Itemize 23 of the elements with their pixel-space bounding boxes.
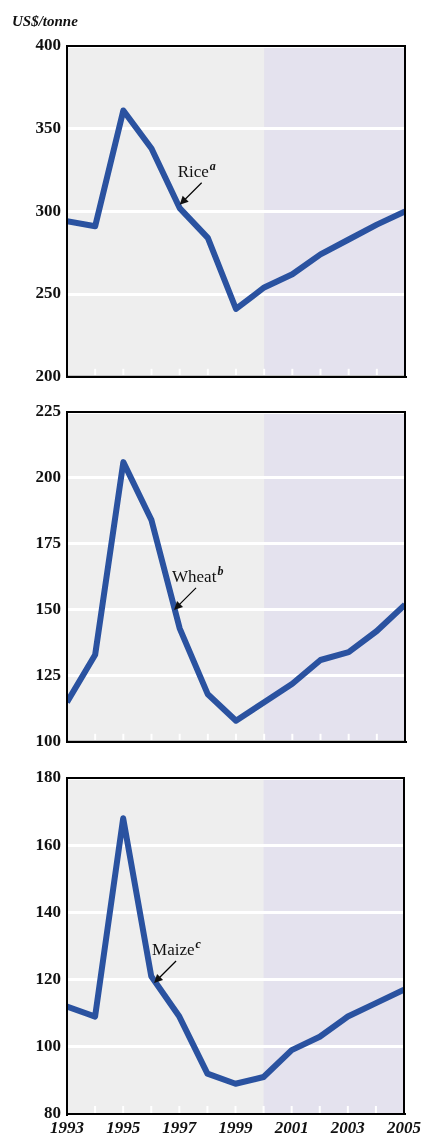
y-tick-label: 200	[35, 467, 61, 487]
y-tick-label: 100	[35, 1036, 61, 1056]
y-tick-label: 160	[35, 834, 61, 854]
y-tick-label: 140	[35, 901, 61, 921]
y-tick-label: 180	[35, 767, 61, 787]
y-tick-label: 125	[35, 665, 61, 685]
x-tick-label: 2005	[386, 1117, 422, 1137]
y-tick-label: 250	[35, 283, 61, 303]
x-tick-label: 1999	[218, 1117, 253, 1137]
y-tick-label: 200	[35, 366, 61, 386]
y-tick-label: 300	[35, 200, 61, 220]
y-tick-label: 150	[35, 599, 61, 619]
x-tick-label: 2001	[273, 1117, 309, 1137]
x-tick-label: 2003	[329, 1117, 366, 1137]
y-tick-label: 350	[35, 118, 61, 138]
y-tick-label: 100	[35, 731, 61, 751]
y-tick-label: 225	[35, 401, 61, 421]
y-tick-label: 175	[35, 533, 61, 553]
y-tick-label: 120	[35, 968, 61, 988]
y-axis-title: US$/tonne	[12, 13, 79, 29]
x-tick-label: 1995	[106, 1117, 141, 1137]
y-tick-label: 400	[35, 35, 61, 55]
x-tick-label: 1997	[162, 1117, 198, 1137]
